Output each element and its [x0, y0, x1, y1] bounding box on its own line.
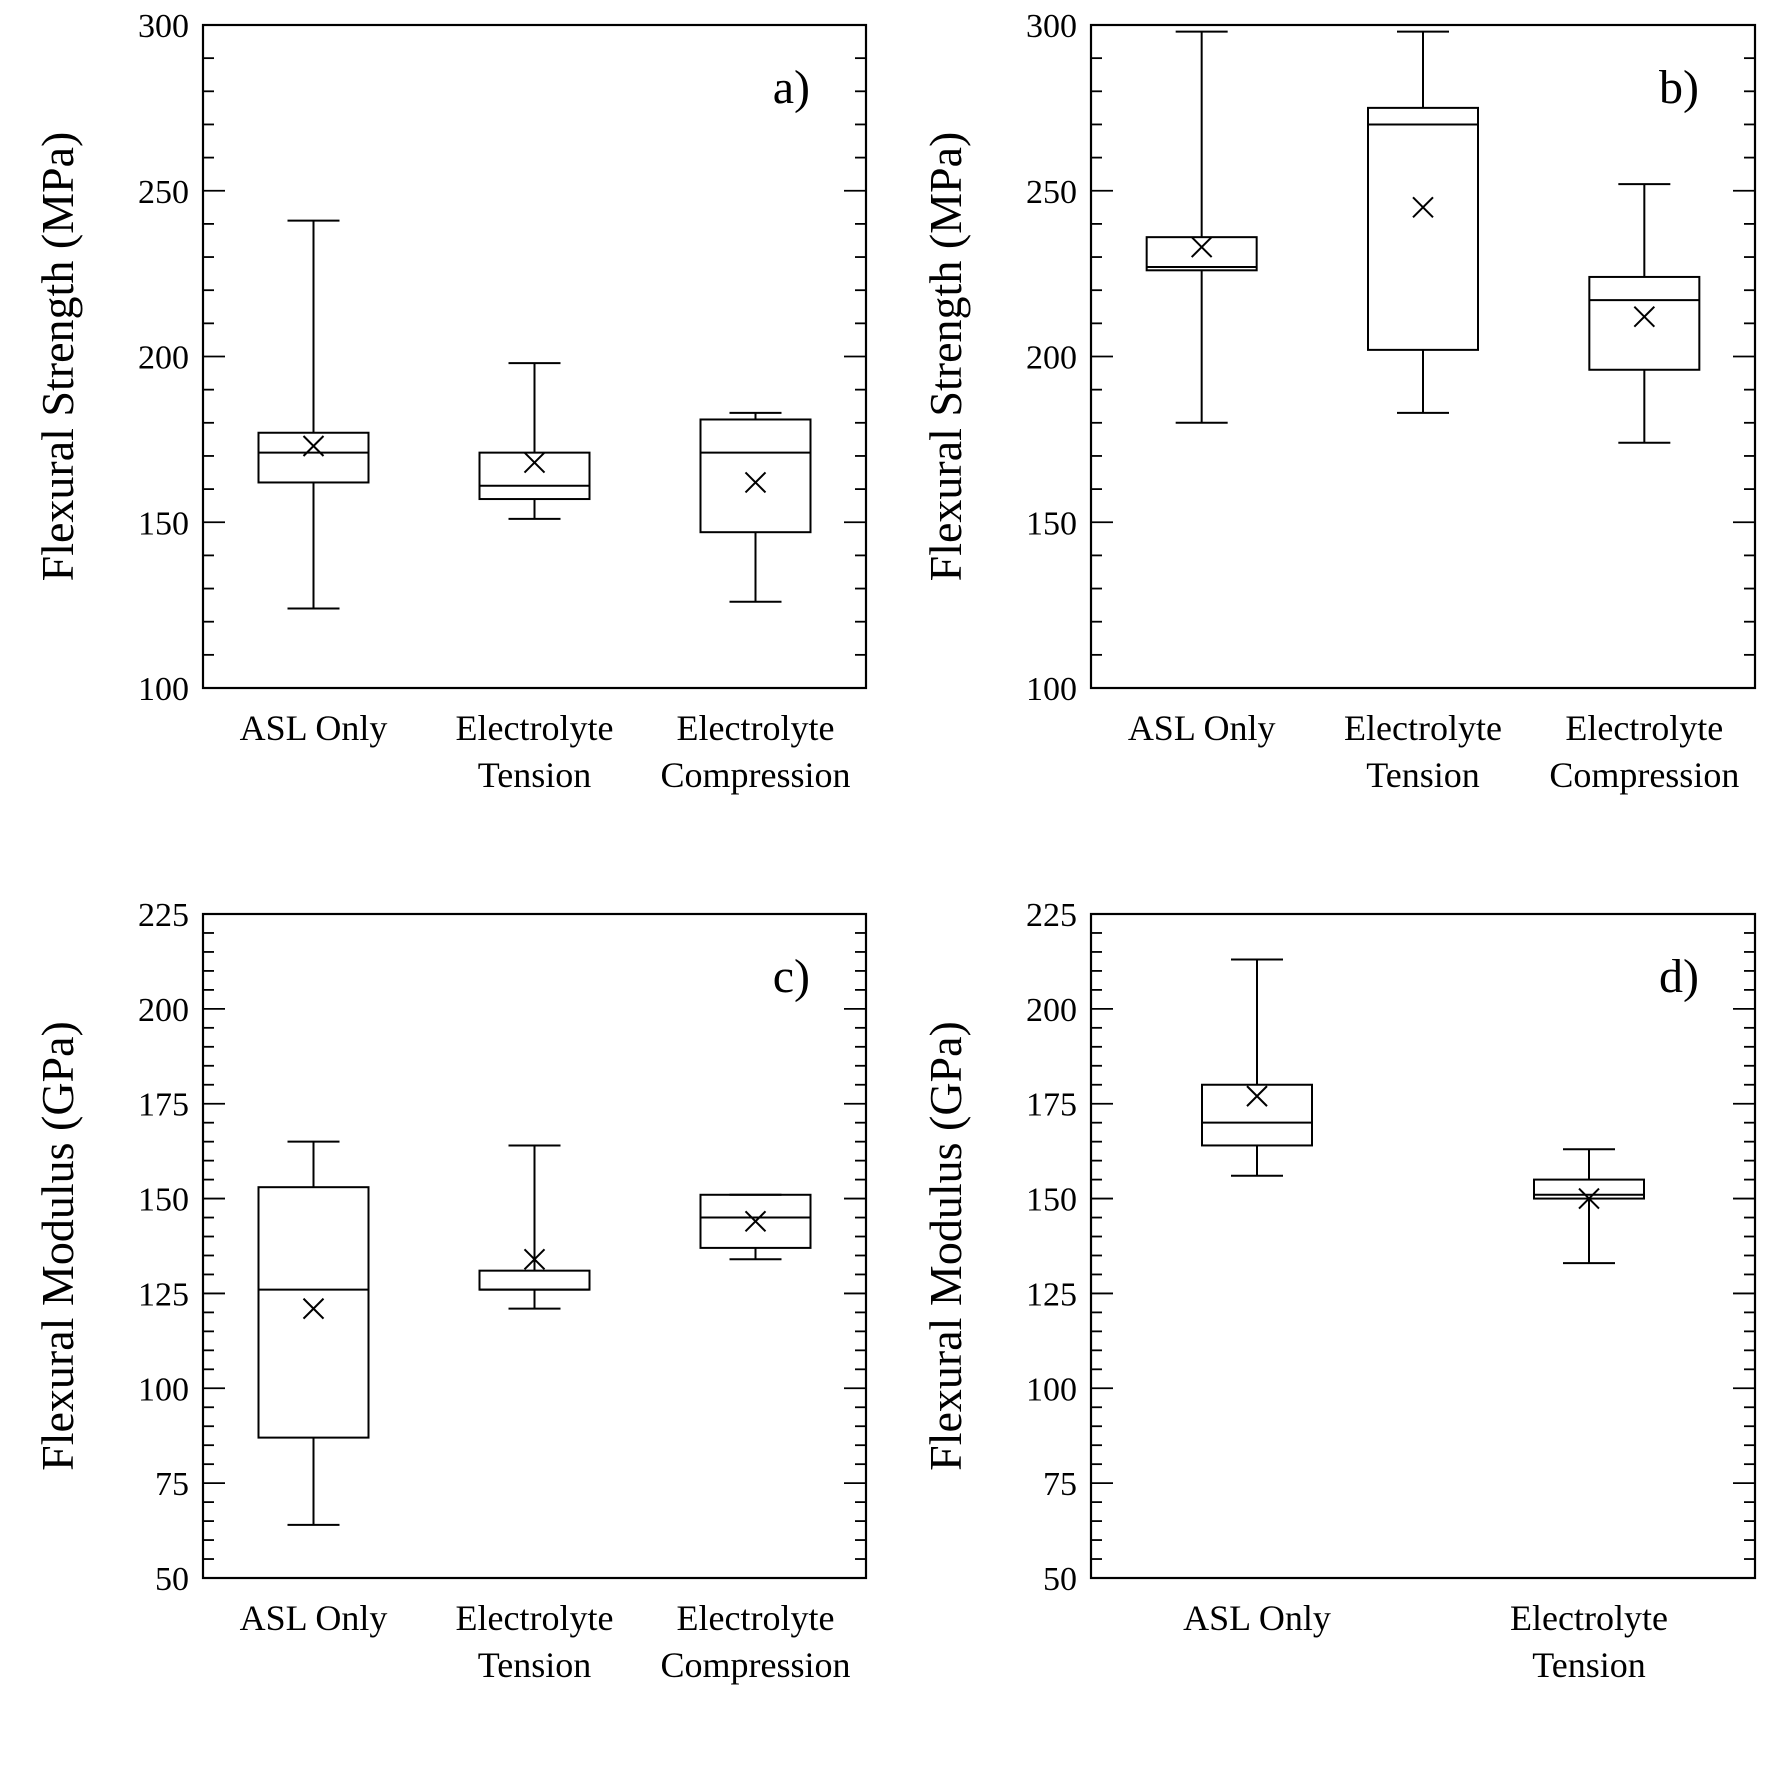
category-label: Electrolyte [456, 1598, 614, 1638]
box-1 [257, 219, 370, 610]
mean-marker [744, 471, 767, 494]
category-label: Electrolyte [1344, 708, 1502, 748]
mean-marker [1190, 236, 1213, 258]
plot-frame [1089, 912, 1757, 1580]
iqr-box [699, 1193, 812, 1249]
mean-marker [523, 1248, 546, 1270]
panel-d: 50 75 100 125 150 175 200 225 Flexural Modulus (… [920, 897, 1757, 1685]
category-label: Electrolyte [1565, 708, 1723, 748]
category-label: Tension [478, 755, 591, 795]
y-tick-label: 50 [1043, 1561, 1077, 1598]
y-tick-label: 125 [1026, 1276, 1077, 1313]
category-label: Electrolyte [677, 708, 835, 748]
mean-marker [302, 435, 325, 457]
panel-a: 100 150 200 250 300 Flexural Strength (MPa) a)… [32, 8, 868, 795]
y-tick-label: 200 [1026, 340, 1077, 377]
box-2 [478, 1144, 591, 1310]
y-tick-label: 150 [1026, 505, 1077, 542]
box-1 [1201, 958, 1313, 1177]
mean-marker [1578, 1187, 1600, 1210]
iqr-box [257, 1186, 370, 1439]
panel-letter: b) [1659, 61, 1699, 114]
y-tick-label: 250 [138, 174, 189, 211]
panel-b: 100 150 200 250 300 Flexural Strength (MPa) b)… [920, 8, 1757, 795]
y-tick-label: 200 [138, 992, 189, 1029]
plot-frame [201, 23, 868, 690]
iqr-box [1201, 1083, 1313, 1147]
box-3 [1588, 183, 1701, 444]
y-axis-title: Flexural Strength (MPa) [920, 132, 971, 582]
panel-c: 50 75 100 125 150 175 200 225 Flexural Modulus (… [32, 897, 868, 1685]
box-3 [699, 1193, 812, 1261]
iqr-box [478, 1269, 591, 1291]
y-tick-label: 150 [138, 1182, 189, 1219]
category-label: ASL Only [1183, 1598, 1331, 1638]
category-label: ASL Only [240, 1598, 388, 1638]
category-label: Compression [660, 1645, 850, 1685]
box-2 [1533, 1148, 1645, 1265]
category-label: Tension [1532, 1645, 1645, 1685]
box-1 [1145, 30, 1258, 424]
iqr-box [478, 451, 591, 501]
y-tick-label: 300 [138, 8, 189, 45]
category-label: Electrolyte [1510, 1598, 1668, 1638]
panel-letter: d) [1659, 950, 1699, 1003]
box-3 [699, 411, 812, 603]
y-axis-title: Flexural Strength (MPa) [32, 132, 83, 582]
y-tick-label: 100 [138, 671, 189, 708]
panel-letter: c) [773, 950, 810, 1003]
y-tick-label: 100 [1026, 671, 1077, 708]
iqr-box [1145, 236, 1258, 272]
y-tick-label: 50 [155, 1561, 189, 1598]
box-2 [478, 362, 591, 520]
box-1 [257, 1140, 370, 1526]
y-tick-label: 75 [1043, 1466, 1077, 1503]
iqr-box [699, 418, 812, 534]
category-label: Tension [478, 1645, 591, 1685]
y-tick-label: 125 [138, 1276, 189, 1313]
mean-marker [523, 451, 546, 474]
y-tick-label: 100 [138, 1371, 189, 1408]
category-label: Electrolyte [677, 1598, 835, 1638]
box-2 [1367, 30, 1479, 414]
y-tick-label: 175 [138, 1087, 189, 1124]
y-tick-label: 150 [138, 505, 189, 542]
category-label: Compression [1549, 755, 1739, 795]
y-axis-title: Flexural Modulus (GPa) [920, 1021, 971, 1471]
category-label: ASL Only [1128, 708, 1276, 748]
category-label: Tension [1366, 755, 1479, 795]
y-tick-label: 100 [1026, 1371, 1077, 1408]
mean-marker [744, 1210, 767, 1233]
plot-frame [201, 912, 868, 1580]
y-tick-label: 225 [1026, 897, 1077, 934]
mean-marker [1412, 196, 1434, 219]
y-tick-label: 300 [1026, 8, 1077, 45]
y-tick-label: 225 [138, 897, 189, 934]
y-tick-label: 200 [138, 340, 189, 377]
iqr-box [1588, 275, 1701, 371]
mean-marker [1633, 306, 1656, 328]
y-tick-label: 200 [1026, 992, 1077, 1029]
y-axis-title: Flexural Modulus (GPa) [32, 1021, 83, 1471]
panel-letter: a) [773, 61, 810, 114]
y-tick-label: 75 [155, 1466, 189, 1503]
category-label: Electrolyte [456, 708, 614, 748]
category-label: Compression [660, 755, 850, 795]
category-label: ASL Only [240, 708, 388, 748]
y-tick-label: 150 [1026, 1182, 1077, 1219]
y-tick-label: 175 [1026, 1087, 1077, 1124]
iqr-box [1367, 106, 1479, 351]
iqr-box [257, 431, 370, 484]
mean-marker [1246, 1085, 1268, 1107]
y-tick-label: 250 [1026, 174, 1077, 211]
mean-marker [302, 1297, 325, 1320]
